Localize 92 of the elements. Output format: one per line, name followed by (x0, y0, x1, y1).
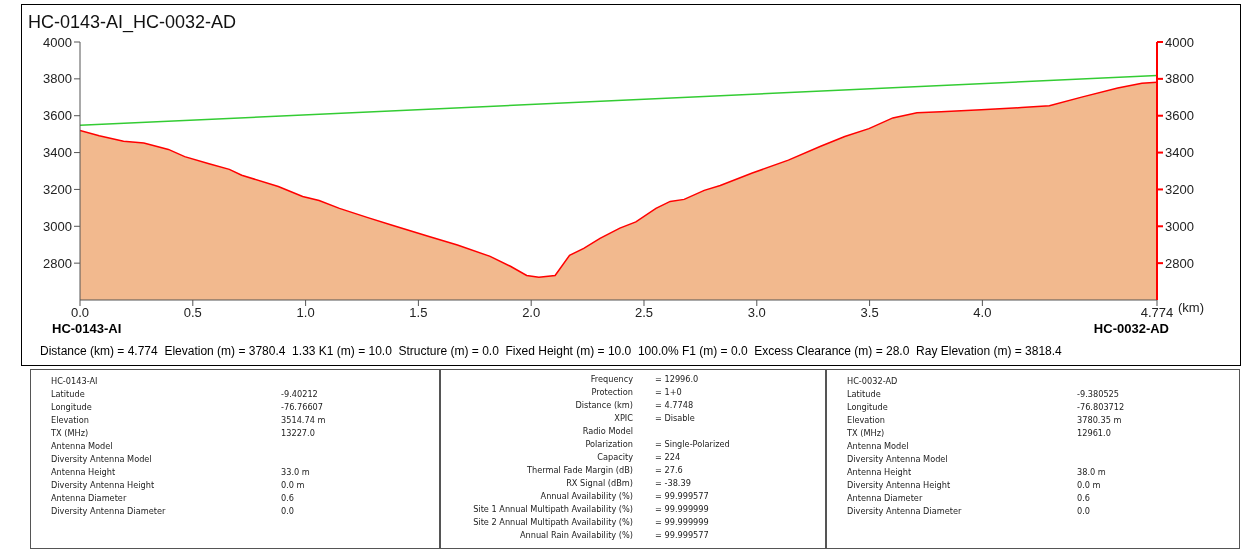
text: = 1+0 (655, 386, 682, 399)
text: = 99.999577 (655, 490, 709, 503)
text: Latitude (51, 388, 85, 401)
text: TX (MHz) (847, 427, 885, 440)
text: Antenna Model (51, 440, 113, 453)
text: = 224 (655, 451, 681, 464)
chart-title: HC-0143-AI_HC-0032-AD (28, 12, 237, 33)
text: HC-0143-AI (52, 321, 122, 336)
x-tick-label: 3.0 (747, 305, 766, 321)
y-tick-label: 3600 (43, 108, 72, 124)
text: 12961.0 (1077, 427, 1111, 440)
text: 33.0 m (281, 466, 310, 479)
text: Site 2 Annual Multipath Availability (%) (473, 516, 633, 529)
text: Elevation (51, 414, 90, 427)
text: = 99.999577 (655, 529, 709, 542)
text: Polarization (585, 438, 633, 451)
x-tick-label: 2.0 (522, 305, 541, 321)
text: 38.0 m (1077, 466, 1106, 479)
text: Annual Availability (%) (540, 490, 633, 503)
y-tick-label: 3800 (43, 71, 72, 87)
y-tick-label: 3200 (43, 182, 72, 198)
text: Distance (km) = 4.774 Elevation (m) = 3780.4 1.33 K1 (m) = 10.0 Structure (m) = 0.0 Fixed Height (m) = 10.0 100.0% F1 (m) = 0.0 Excess Clearance (m) = 28.0 Ray Elevation (m) = 3818.4 (40, 344, 1062, 358)
text: 3514.74 m (281, 414, 326, 427)
text: Diversity Antenna Diameter (847, 505, 962, 518)
text: = 99.999999 (655, 503, 709, 516)
text: = Single-Polarized (655, 438, 730, 451)
text: XPIC (614, 412, 633, 425)
text: = 27.6 (655, 464, 683, 477)
text: Thermal Fade Margin (dB) (527, 464, 633, 477)
text: Diversity Antenna Height (847, 479, 951, 492)
x-tick-label: 1.0 (296, 305, 315, 321)
text: Latitude (847, 388, 881, 401)
y2-tick-label: 3800 (1165, 71, 1194, 87)
text: 0.0 (281, 505, 295, 518)
text: Site 1 Annual Multipath Availability (%) (473, 503, 633, 516)
text: Capacity (597, 451, 633, 464)
x-axis-title: (km) (1178, 300, 1204, 315)
y2-tick-label: 3600 (1165, 108, 1194, 124)
text: RX Signal (dBm) (566, 477, 633, 490)
text: = -38.39 (655, 477, 691, 490)
text: Frequency (590, 373, 633, 386)
text: HC-0032-AD (1093, 321, 1169, 336)
x-tick-label: 3.5 (860, 305, 879, 321)
text: TX (MHz) (51, 427, 89, 440)
text: Annual Rain Availability (%) (519, 529, 633, 542)
text: Antenna Model (847, 440, 909, 453)
text: Antenna Height (51, 466, 116, 479)
y2-tick-label: 4000 (1165, 34, 1194, 50)
text: -9.380525 (1077, 388, 1120, 401)
x-tick-label: 1.5 (409, 305, 428, 321)
y2-tick-label: 2800 (1165, 255, 1194, 271)
x-tick-label: 4.774 (1140, 305, 1174, 321)
text: = 12996.0 (655, 373, 699, 386)
text: Diversity Antenna Diameter (51, 505, 166, 518)
x-tick-label: 4.0 (973, 305, 992, 321)
x-tick-label: 0.0 (70, 305, 90, 321)
text: Antenna Height (847, 466, 912, 479)
text: Distance (km) (575, 399, 633, 412)
text: -76.803712 (1077, 401, 1125, 414)
y-tick-label: 3400 (43, 145, 72, 161)
text: 13227.0 (281, 427, 315, 440)
text: Protection (591, 386, 633, 399)
y-tick-label: 4000 (43, 34, 72, 50)
text: 3780.35 m (1077, 414, 1122, 427)
text: Antenna Diameter (847, 492, 923, 505)
x-tick-label: 2.5 (634, 305, 654, 321)
text: Diversity Antenna Height (51, 479, 155, 492)
text: = 4.7748 (655, 399, 694, 412)
y-tick-label: 3000 (43, 218, 72, 234)
text: Longitude (51, 401, 92, 414)
text: 0.0 m (1077, 479, 1101, 492)
text: 0.6 (1077, 492, 1091, 505)
text: 0.0 (1077, 505, 1091, 518)
text: -9.40212 (281, 388, 318, 401)
text: -76.76607 (281, 401, 324, 414)
text: HC-0143-AI (51, 375, 98, 388)
y2-tick-label: 3400 (1165, 145, 1194, 161)
y2-tick-label: 3000 (1165, 218, 1194, 234)
text: Longitude (847, 401, 888, 414)
text: Diversity Antenna Model (51, 453, 152, 466)
text: 0.0 m (281, 479, 305, 492)
text: = 99.999999 (655, 516, 709, 529)
text: Elevation (847, 414, 886, 427)
text: 0.6 (281, 492, 295, 505)
y2-tick-label: 3200 (1165, 182, 1194, 198)
text: Diversity Antenna Model (847, 453, 948, 466)
text: Radio Model (582, 425, 633, 438)
x-tick-label: 0.5 (183, 305, 202, 321)
text: Antenna Diameter (51, 492, 127, 505)
y-tick-label: 2800 (43, 255, 72, 271)
text: HC-0032-AD (847, 375, 898, 388)
text: = Disable (655, 412, 695, 425)
